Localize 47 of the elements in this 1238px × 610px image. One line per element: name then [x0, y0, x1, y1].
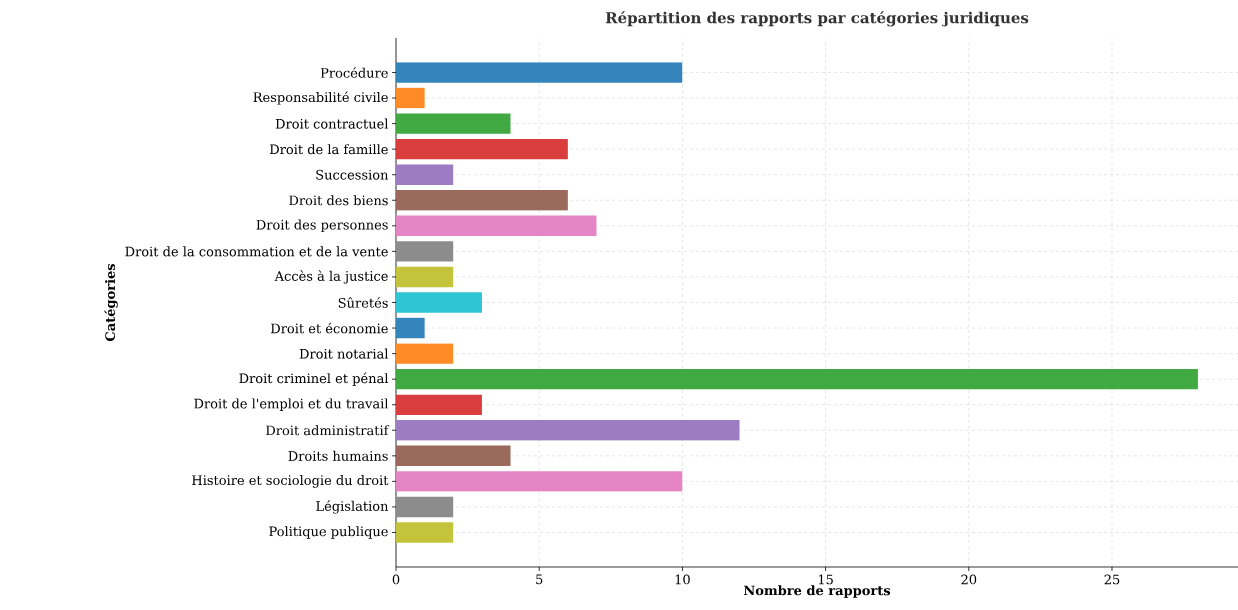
bar [396, 445, 511, 467]
y-tick-label: Droits humains [288, 450, 388, 461]
y-tick-label: Droit de la famille [269, 144, 388, 155]
y-tick-label: Droit des personnes [256, 219, 388, 233]
y-tick-label: Législation [316, 500, 389, 514]
bar [396, 317, 425, 339]
x-tick-label: 15 [818, 574, 833, 585]
y-tick-label: Droit contractuel [275, 118, 389, 129]
x-tick-label: 25 [1104, 574, 1120, 585]
bar [396, 368, 1198, 390]
y-tick-label: Droit criminel et pénal [239, 372, 389, 386]
chart-title: Répartition des rapports par catégories juridiques [605, 11, 1029, 27]
y-axis-title: Catégories [104, 263, 118, 342]
y-tick-label: Droit de la consommation et de la vente [125, 246, 388, 257]
y-tick-label: Droit de l'emploi et du travail [194, 398, 389, 411]
x-tick-label: 10 [675, 574, 690, 585]
y-tick-label: Procédure [320, 67, 388, 78]
bar [396, 420, 740, 441]
bar [396, 241, 454, 262]
y-tick-label: Droit des biens [289, 195, 388, 206]
x-axis-title: Nombre de rapports [743, 585, 891, 598]
bar [396, 343, 454, 364]
y-tick-label: Politique publique [269, 526, 388, 539]
bar [396, 164, 454, 185]
y-tick-label: Droit et économie [270, 322, 388, 334]
x-tick-label: 5 [536, 574, 543, 585]
bar [396, 292, 482, 313]
bar [396, 394, 482, 415]
y-tick-label: Sûretés [338, 297, 388, 308]
y-tick-label: Succession [316, 169, 389, 180]
y-tick-label: Droit notarial [299, 348, 389, 359]
bar [396, 138, 568, 160]
y-tick-label: Accès à la justice [274, 270, 388, 284]
bar [396, 215, 597, 237]
bar [396, 87, 425, 109]
bar [396, 190, 568, 211]
y-tick-label: Responsabilité civile [253, 91, 388, 105]
bar [396, 266, 454, 288]
y-tick-label: Histoire et sociologie du droit [192, 475, 389, 488]
x-tick-label: 0 [392, 574, 400, 585]
y-tick-label: Droit administratif [266, 425, 390, 436]
x-tick-label: 20 [961, 574, 977, 585]
bar [396, 471, 683, 492]
bar [396, 496, 454, 518]
bar [396, 62, 683, 83]
bar [396, 113, 511, 134]
bar [396, 522, 454, 543]
